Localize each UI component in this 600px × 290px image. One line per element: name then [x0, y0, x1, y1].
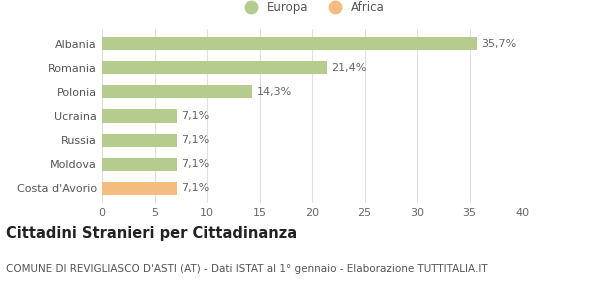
Bar: [102, 37, 477, 50]
Legend: Europa, Africa: Europa, Africa: [234, 0, 390, 19]
Bar: [102, 133, 176, 147]
Text: 14,3%: 14,3%: [256, 87, 292, 97]
Bar: [102, 109, 176, 123]
Text: 7,1%: 7,1%: [181, 135, 209, 145]
Bar: [102, 182, 176, 195]
Text: 7,1%: 7,1%: [181, 184, 209, 193]
Text: 7,1%: 7,1%: [181, 111, 209, 121]
Bar: [102, 61, 326, 74]
Text: COMUNE DI REVIGLIASCO D'ASTI (AT) - Dati ISTAT al 1° gennaio - Elaborazione TUTT: COMUNE DI REVIGLIASCO D'ASTI (AT) - Dati…: [6, 264, 488, 274]
Text: 35,7%: 35,7%: [481, 39, 516, 48]
Bar: [102, 85, 252, 99]
Text: 7,1%: 7,1%: [181, 159, 209, 169]
Bar: [102, 158, 176, 171]
Text: 21,4%: 21,4%: [331, 63, 366, 73]
Text: Cittadini Stranieri per Cittadinanza: Cittadini Stranieri per Cittadinanza: [6, 226, 297, 241]
